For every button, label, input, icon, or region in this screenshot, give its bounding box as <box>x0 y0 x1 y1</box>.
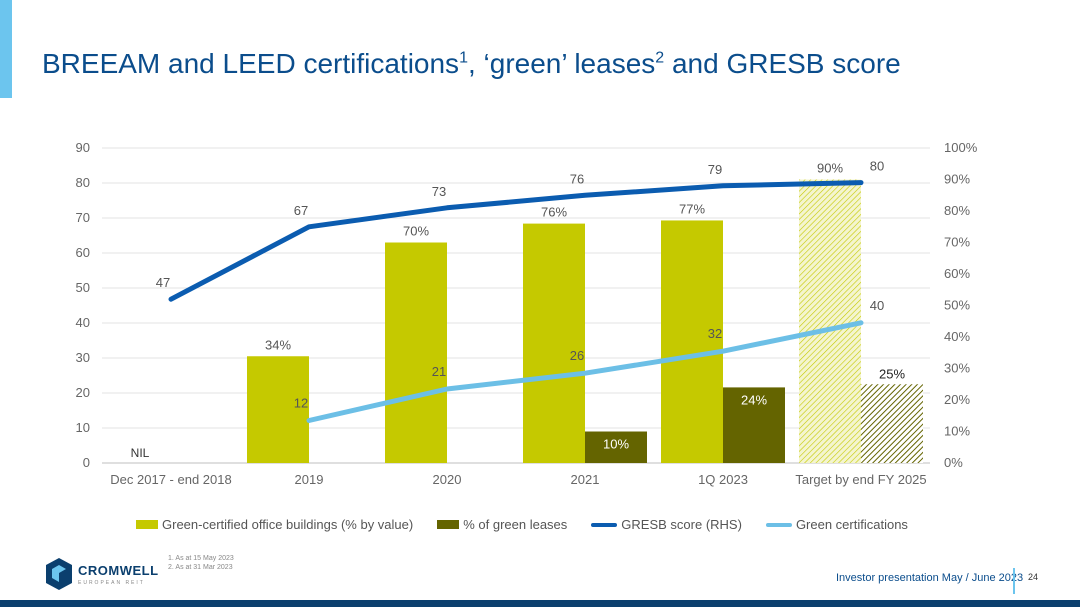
left-axis-tick: 90 <box>76 140 90 155</box>
x-axis-tick: 2021 <box>571 472 600 487</box>
data-label-green-certified: NIL <box>131 446 150 460</box>
x-axis-tick: 2020 <box>433 472 462 487</box>
right-axis-tick: 10% <box>944 424 970 439</box>
legend-item-green-certified: Green-certified office buildings (% by v… <box>136 517 413 532</box>
legend-swatch-green-certified <box>136 520 158 529</box>
right-axis-tick: 50% <box>944 298 970 313</box>
legend-item-green-leases: % of green leases <box>437 517 567 532</box>
data-label-green-certified: 77% <box>679 201 705 216</box>
footnotes: 1. As at 15 May 2023 2. As at 31 Mar 202… <box>168 554 234 572</box>
footnote-2: 2. As at 31 Mar 2023 <box>168 564 233 571</box>
gresb-label: 67 <box>294 203 308 218</box>
legend-swatch-gresb <box>591 522 618 527</box>
green-certifications-label: 12 <box>294 395 308 410</box>
data-label-green-certified: 76% <box>541 205 567 220</box>
left-axis-tick: 70 <box>76 210 90 225</box>
x-axis-tick: Target by end FY 2025 <box>795 472 926 487</box>
footnote-1: 1. As at 15 May 2023 <box>168 555 234 562</box>
footer-text: Investor presentation May / June 2023 <box>836 572 1024 584</box>
bar-green-certified <box>523 223 585 463</box>
data-label-green-leases: 24% <box>741 392 767 407</box>
data-label-green-leases: 10% <box>603 437 629 452</box>
left-axis-tick: 40 <box>76 315 90 330</box>
green-certifications-label: 40 <box>870 298 884 313</box>
bar-green-certified <box>799 179 861 463</box>
left-axis-tick: 50 <box>76 280 90 295</box>
footnote-ref-1: 1 <box>459 49 468 67</box>
bar-green-certified <box>247 356 309 463</box>
green-certifications-label: 26 <box>570 348 584 363</box>
green-certifications-label: 32 <box>708 326 722 341</box>
title-part-2: , ‘green’ leases <box>467 48 656 79</box>
left-axis-tick: 0 <box>83 455 90 470</box>
right-axis-tick: 90% <box>944 172 970 187</box>
bar-green-certified <box>661 220 723 463</box>
left-axis-tick: 20 <box>76 385 90 400</box>
gresb-label: 47 <box>156 275 170 290</box>
x-axis-tick: 2019 <box>295 472 324 487</box>
left-axis-tick: 30 <box>76 350 90 365</box>
x-axis-tick: Dec 2017 - end 2018 <box>110 472 231 487</box>
logo-name: CROMWELL <box>78 563 159 578</box>
gresb-label: 79 <box>708 162 722 177</box>
right-axis-tick: 0% <box>944 455 963 470</box>
legend-item-green-certifications: Green certifications <box>765 517 908 532</box>
right-axis-tick: 30% <box>944 361 970 376</box>
legend-item-gresb: GRESB score (RHS) <box>591 517 742 532</box>
page-title: BREEAM and LEED certifications1, ‘green’… <box>42 48 901 80</box>
gresb-label: 73 <box>432 184 446 199</box>
legend-label-green-certifications: Green certifications <box>795 517 908 532</box>
legend-label-gresb: GRESB score (RHS) <box>621 517 742 532</box>
bar-green-certified <box>385 242 447 463</box>
page-number: 24 <box>1028 572 1039 582</box>
data-label-green-certified: 34% <box>265 337 291 352</box>
company-logo: CROMWELL EUROPEAN REIT <box>46 558 159 590</box>
title-part-1: BREEAM and LEED certifications <box>42 48 460 79</box>
legend-label-green-certified: Green-certified office buildings (% by v… <box>162 517 414 532</box>
gresb-label: 76 <box>570 171 584 186</box>
right-axis-tick: 80% <box>944 203 970 218</box>
data-label-green-certified: 70% <box>403 224 429 239</box>
data-label-green-leases: 25% <box>879 366 905 381</box>
bottom-band <box>0 600 1080 607</box>
legend-swatch-green-certifications <box>765 522 792 527</box>
right-axis-tick: 100% <box>944 140 978 155</box>
bar-green-leases <box>861 384 923 463</box>
x-axis-tick: 1Q 2023 <box>698 472 748 487</box>
left-axis-tick: 60 <box>76 245 90 260</box>
right-axis-tick: 60% <box>944 266 970 281</box>
footnote-ref-2: 2 <box>655 49 665 67</box>
title-part-3: and GRESB score <box>664 48 901 79</box>
chart-legend: Green-certified office buildings (% by v… <box>136 517 908 532</box>
bar-green-leases <box>585 431 647 463</box>
legend-swatch-green-leases <box>437 520 460 529</box>
footer-divider <box>1013 568 1015 594</box>
gresb-line <box>168 180 864 302</box>
logo-subtitle: EUROPEAN REIT <box>78 580 145 586</box>
left-axis-tick: 10 <box>76 420 90 435</box>
legend-label-green-leases: % of green leases <box>463 517 568 532</box>
cromwell-logo-icon <box>46 558 72 590</box>
data-label-green-certified: 90% <box>817 161 843 176</box>
right-axis-tick: 20% <box>944 392 970 407</box>
gresb-label: 80 <box>870 159 884 174</box>
accent-bar <box>0 0 12 98</box>
right-axis-tick: 40% <box>944 329 970 344</box>
green-certifications-label: 21 <box>432 364 446 379</box>
right-axis-tick: 70% <box>944 235 970 250</box>
left-axis-tick: 80 <box>76 175 90 190</box>
bar-green-leases <box>723 387 785 463</box>
